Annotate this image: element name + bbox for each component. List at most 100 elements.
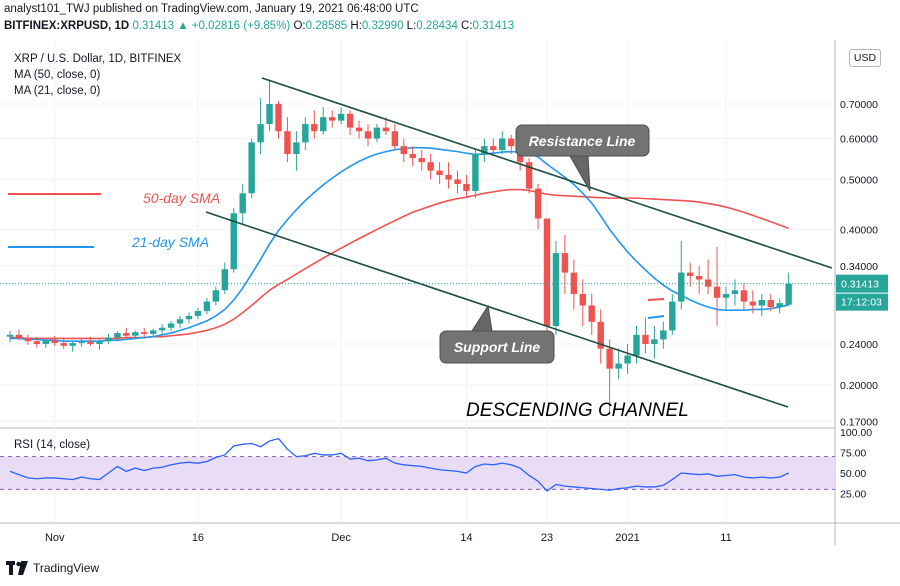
ma50-legend: MA (50, close, 0) bbox=[14, 69, 101, 81]
candle-body bbox=[212, 290, 220, 302]
candle-body bbox=[472, 154, 479, 191]
candle-body bbox=[337, 113, 345, 121]
candle-body bbox=[105, 337, 112, 342]
price-tick-label: 0.60000 bbox=[840, 134, 878, 146]
candle-body bbox=[257, 124, 264, 143]
rsi-tick-label: 50.00 bbox=[840, 468, 866, 480]
high-label: H: bbox=[350, 20, 362, 32]
chart-title: XRP / U.S. Dollar, 1D, BITFINEX bbox=[14, 53, 182, 65]
candle-body bbox=[391, 131, 399, 147]
candle-body bbox=[320, 117, 327, 132]
close-value: 0.31413 bbox=[472, 20, 515, 32]
rsi-band bbox=[0, 456, 835, 490]
ma21-legend: MA (21, close, 0) bbox=[14, 85, 101, 97]
candle-body bbox=[713, 286, 721, 298]
candle-body bbox=[51, 340, 58, 344]
candle-body bbox=[24, 338, 32, 342]
time-tick-label: 2021 bbox=[615, 532, 639, 544]
candle-body bbox=[508, 138, 515, 147]
candle-body bbox=[123, 333, 130, 336]
candle-body bbox=[355, 127, 363, 132]
sma21-annotation: 21-day SMA bbox=[131, 234, 209, 250]
candle-body bbox=[481, 146, 488, 155]
ma-marker-red bbox=[647, 298, 665, 301]
resistance-callout bbox=[515, 124, 650, 157]
countdown-text: 17:12:03 bbox=[841, 297, 882, 309]
open-value: 0.28585 bbox=[305, 20, 348, 32]
candle-body bbox=[785, 283, 792, 305]
candle-body bbox=[579, 293, 586, 306]
low-value: 0.28434 bbox=[416, 20, 458, 32]
candle-body bbox=[454, 179, 461, 184]
candle-body bbox=[69, 343, 76, 346]
candle-body bbox=[302, 124, 309, 143]
candle-body bbox=[445, 174, 452, 180]
candle-body bbox=[695, 276, 703, 280]
candle-body bbox=[284, 131, 291, 155]
candle-body bbox=[436, 170, 443, 175]
candle-body bbox=[633, 334, 640, 356]
sma50-annotation: 50-day SMA bbox=[143, 190, 220, 206]
price-tick-label: 0.20000 bbox=[840, 380, 878, 392]
candle-body bbox=[114, 333, 121, 338]
candle-body bbox=[534, 188, 542, 219]
tradingview-icon bbox=[6, 561, 28, 575]
last-price-badge bbox=[836, 274, 888, 293]
candle-body bbox=[33, 341, 41, 344]
candle-body bbox=[740, 290, 748, 302]
candle-body bbox=[230, 213, 237, 270]
candle-body bbox=[624, 355, 631, 364]
high-value: 0.32990 bbox=[361, 20, 404, 32]
candle-body bbox=[373, 127, 381, 139]
candle-body bbox=[167, 323, 175, 328]
time-tick-label: 23 bbox=[541, 532, 553, 544]
candle-body bbox=[687, 272, 694, 277]
time-tick-label: 11 bbox=[720, 532, 731, 544]
candle-body bbox=[275, 104, 282, 132]
candle-body bbox=[239, 193, 246, 214]
candle-body bbox=[660, 330, 667, 340]
price-tick-label: 0.70000 bbox=[840, 99, 878, 111]
price-tick-label: 0.34000 bbox=[840, 261, 878, 273]
candle-body bbox=[221, 269, 228, 291]
candle-body bbox=[266, 104, 273, 125]
candle-body bbox=[364, 131, 372, 139]
close-label: C: bbox=[461, 20, 473, 32]
price-chart[interactable]: RSI (14, close) 50-day SMA 21-day SMA Resi… bbox=[0, 0, 900, 560]
candle-body bbox=[606, 348, 613, 369]
candle-body bbox=[96, 341, 103, 344]
price-tick-label: 0.40000 bbox=[840, 224, 878, 236]
candle-body bbox=[42, 340, 49, 344]
rsi-tick-label: 25.00 bbox=[840, 489, 866, 501]
tradingview-logo: TradingView bbox=[6, 561, 99, 575]
ohlc-header: BITFINEX:XRPUSD, 1D 0.31413 ▲ +0.02816 (… bbox=[4, 20, 514, 32]
candle-body bbox=[722, 293, 730, 298]
price-tick-label: 0.24000 bbox=[840, 339, 878, 351]
low-label: L: bbox=[406, 20, 417, 32]
candle-body bbox=[588, 305, 595, 322]
currency-button[interactable]: USD bbox=[849, 49, 881, 67]
rsi-tick-label: 75.00 bbox=[840, 448, 866, 460]
candle-body bbox=[346, 113, 354, 128]
brand-label: TradingView bbox=[33, 561, 100, 575]
price-tick-label: 0.50000 bbox=[840, 174, 878, 186]
time-tick-label: Dec bbox=[331, 532, 351, 544]
rsi-tick-label: 100.00 bbox=[840, 427, 872, 439]
candle-body bbox=[776, 303, 783, 308]
candle-body bbox=[409, 154, 416, 159]
resistance-channel-line bbox=[261, 77, 833, 269]
resistance-callout-label: Resistance Line bbox=[529, 133, 636, 149]
support-callout-label: Support Line bbox=[454, 339, 541, 355]
candle-body bbox=[749, 301, 757, 306]
publish-info: analyst101_TWJ published on TradingView.… bbox=[4, 3, 419, 15]
candle-body bbox=[311, 124, 318, 132]
candle-body bbox=[427, 162, 434, 171]
candle-body bbox=[382, 127, 390, 132]
price-tick-label: 0.17000 bbox=[840, 416, 878, 428]
candle-body bbox=[767, 300, 774, 308]
candle-body bbox=[552, 253, 560, 327]
ma21-line bbox=[10, 146, 789, 343]
candle-body bbox=[615, 363, 622, 369]
time-tick-label: Nov bbox=[45, 532, 65, 544]
candle-body bbox=[87, 342, 94, 344]
